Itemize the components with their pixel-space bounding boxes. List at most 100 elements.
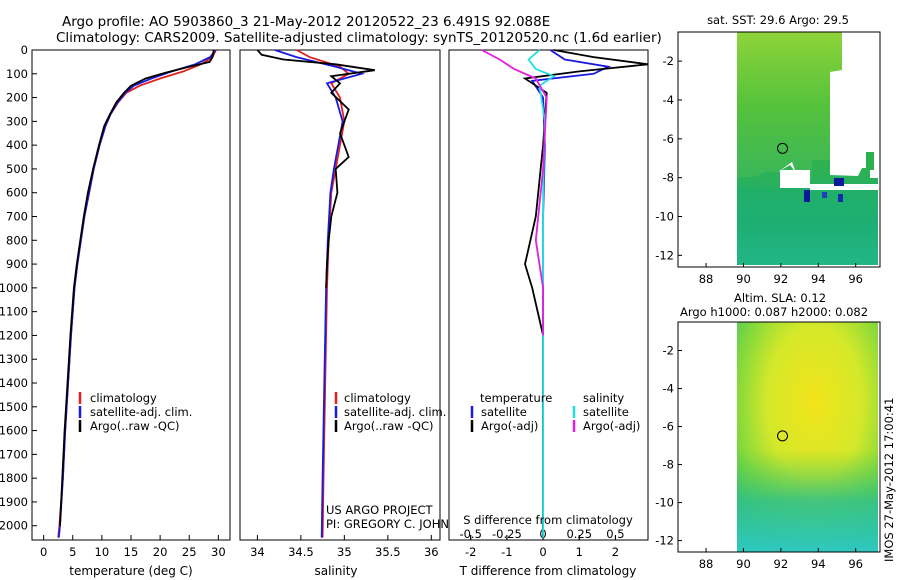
longitude-tick-label: 96 [848, 272, 863, 286]
salinity-difference-tick-label: 0.25 [566, 527, 592, 541]
legend-label-satellite: satellite-adj. clim. [344, 405, 446, 419]
sst-field [737, 32, 878, 265]
latitude-tick-label: -12 [655, 248, 674, 262]
salinity-series [256, 49, 375, 538]
argo-position-marker [777, 430, 789, 442]
difference-plot-frame [448, 49, 649, 541]
legend-label-climatology: climatology [344, 391, 411, 405]
salinity-difference-tick-label: 0.5 [606, 527, 624, 541]
temperature-difference-tick-label: -2 [465, 545, 476, 559]
temperature-axis-label: temperature (deg C) [69, 564, 192, 578]
legend-label-t-satellite: satellite [481, 405, 527, 419]
latitude-tick-label: -10 [655, 210, 674, 224]
temperature-plot-frame [31, 49, 231, 541]
depth-tick-label: 1700 [0, 447, 28, 461]
figure-title-line1: Argo profile: AO 5903860_3 21-May-2012 2… [62, 14, 550, 30]
depth-tick-label: 2000 [0, 519, 28, 533]
depth-tick-label: 1100 [0, 305, 28, 319]
temperature-panel: 0100200300400500600700800900100011001200… [0, 43, 454, 578]
salinity-tick-label: 34.5 [288, 545, 314, 559]
sla-map-subtitle: Argo h1000: 0.087 h2000: 0.082 [680, 305, 868, 319]
legend-header-salinity: salinity [583, 391, 624, 405]
depth-tick-label: 300 [6, 114, 28, 128]
sla-map-title: Altim. SLA: 0.12 [734, 291, 826, 305]
depth-tick-label: 1000 [0, 281, 28, 295]
sst-cold-patch [822, 192, 827, 198]
latitude-tick-label: -8 [663, 458, 674, 472]
temperature-tick-label: 30 [211, 545, 226, 559]
sst-gap-strip [810, 184, 878, 190]
difference-panel: -2 -1 0 1 2-0.5 -0.25 0 0.25 0.5 S difference fr… [448, 49, 649, 578]
legend-header-temperature: temperature [480, 391, 552, 405]
depth-tick-label: 900 [6, 257, 28, 271]
latitude-tick-label: -10 [655, 496, 674, 510]
sst-warm-region [737, 32, 842, 180]
salinity-tick-label: 35 [337, 545, 352, 559]
temperature-tick-label: 5 [69, 545, 76, 559]
temperature-legend: climatology satellite-adj. clim. Argo(..… [78, 391, 192, 433]
longitude-tick-label: 92 [774, 557, 789, 571]
salinity-tick-label: 36 [424, 545, 439, 559]
legend-label-s-argo: Argo(-adj) [583, 419, 640, 433]
depth-tick-label: 500 [6, 162, 28, 176]
depth-tick-label: 1600 [0, 424, 28, 438]
legend-label-argo: Argo(..raw -QC) [90, 419, 180, 433]
latitude-tick-label: -2 [663, 344, 674, 358]
argo-line [59, 49, 215, 526]
sst-map-frame [677, 31, 881, 268]
sla-map-frame [677, 321, 881, 553]
argo-position-marker [777, 142, 789, 154]
depth-tick-label: 700 [6, 210, 28, 224]
satellite-line [274, 49, 366, 538]
legend-label-satellite: satellite-adj. clim. [90, 405, 192, 419]
latitude-tick-label: -2 [663, 54, 674, 68]
argo-line [256, 49, 375, 288]
temperature-tick-label: 20 [153, 545, 168, 559]
temperature-tick-label: 0 [40, 545, 47, 559]
depth-tick-label: 0 [21, 43, 28, 57]
salinity-plot-frame [239, 49, 441, 541]
temperature-x-axis: 0 5 10 15 20 25 30 [40, 535, 226, 559]
depth-tick-label: 600 [6, 186, 28, 200]
salinity-legend: climatology satellite-adj. clim. Argo(..… [334, 391, 446, 433]
difference-series [481, 49, 649, 538]
latitude-tick-label: -6 [663, 132, 674, 146]
salinity-axis-label: salinity [314, 564, 357, 578]
temperature-difference-tick-label: -1 [501, 545, 512, 559]
sla-map-axes: 88 90 92 94 96 -2 -4 -6 -8 -10 -12 [655, 344, 863, 571]
depth-tick-label: 1800 [0, 471, 28, 485]
temperature-difference-tick-label: 0 [539, 545, 546, 559]
temperature-series [57, 49, 217, 538]
depth-tick-label: 200 [6, 91, 28, 105]
sst-cold-patch [804, 190, 810, 202]
credit-pi: PI: GREGORY C. JOHNSON [326, 517, 474, 531]
depth-tick-label: 800 [6, 233, 28, 247]
salinity-axis: 34 34.5 35 35.5 36 [250, 535, 439, 559]
sst-map-title: sat. SST: 29.6 Argo: 29.5 [707, 13, 849, 27]
credit-project: US ARGO PROJECT [326, 503, 434, 517]
temperature-difference-label: T difference from climatology [459, 564, 637, 578]
difference-legend: temperature salinity satellite Argo(-adj… [470, 391, 640, 433]
salinity-tick-label: 35.5 [375, 545, 401, 559]
latitude-tick-label: -4 [663, 93, 674, 107]
longitude-tick-label: 96 [848, 557, 863, 571]
legend-label-t-argo: Argo(-adj) [481, 419, 538, 433]
salinity-tick-label: 34 [250, 545, 265, 559]
sst-cold-patch [838, 194, 843, 202]
legend-label-argo: Argo(..raw -QC) [344, 419, 434, 433]
longitude-tick-label: 88 [699, 272, 714, 286]
latitude-tick-label: -12 [655, 534, 674, 548]
temperature-difference-tick-label: 2 [612, 545, 619, 559]
temperature-tick-label: 25 [182, 545, 197, 559]
depth-tick-label: 1300 [0, 352, 28, 366]
sst-map-axes: 88 90 92 94 96 -2 -4 -6 -8 -10 -12 [655, 54, 863, 286]
salinity-difference-tick-label: -0.5 [459, 527, 481, 541]
depth-tick-label: 1900 [0, 495, 28, 509]
longitude-tick-label: 94 [811, 557, 826, 571]
longitude-tick-label: 92 [774, 272, 789, 286]
imos-timestamp: IMOS 27-May-2012 17:00:41 [882, 398, 896, 562]
depth-tick-label: 100 [6, 67, 28, 81]
depth-tick-label: 400 [6, 138, 28, 152]
sla-map-panel: Altim. SLA: 0.12 Argo h1000: 0.087 h2000… [655, 291, 881, 571]
